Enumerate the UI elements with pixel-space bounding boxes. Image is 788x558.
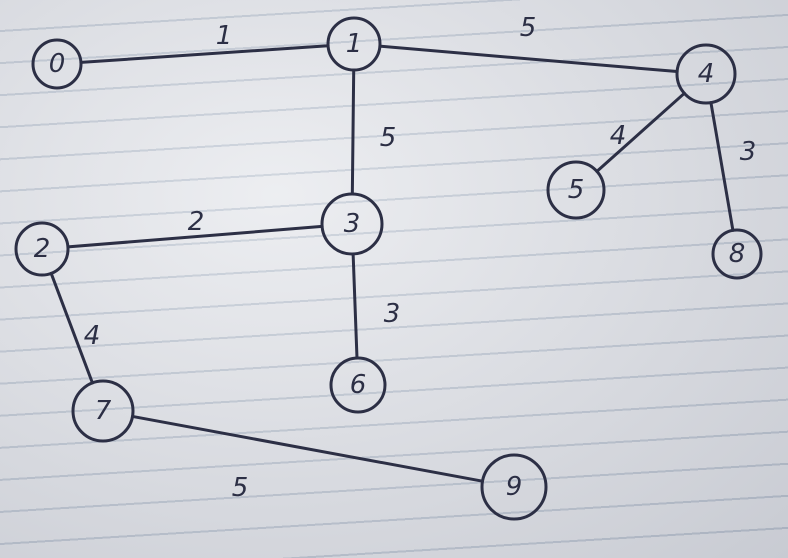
edge-weight-4-5: 4 — [610, 121, 627, 151]
node-5: 5 — [546, 160, 606, 220]
edge-1-3 — [350, 68, 356, 196]
edge-weight-0-1: 1 — [216, 21, 233, 51]
edges-layer — [49, 44, 735, 483]
node-4-label: 4 — [698, 59, 715, 89]
node-9-circle — [480, 453, 548, 521]
node-4: 4 — [675, 43, 737, 105]
edge-weight-2-7: 4 — [84, 321, 101, 351]
node-8: 8 — [711, 228, 763, 280]
edge-weight-1-3: 5 — [380, 123, 397, 153]
edge-weight-4-8: 3 — [740, 137, 757, 167]
edge-weight-3-6: 3 — [384, 299, 401, 329]
node-3-circle — [320, 192, 384, 256]
edge-2-3 — [66, 224, 324, 249]
node-8-label: 8 — [729, 239, 746, 269]
node-7-circle — [71, 379, 135, 443]
node-3: 3 — [320, 192, 384, 256]
edge-7-9 — [130, 414, 485, 483]
node-6-label: 6 — [350, 370, 367, 400]
edge-weight-1-4: 5 — [520, 13, 537, 43]
node-0-circle — [31, 38, 83, 90]
edge-3-6 — [351, 252, 359, 360]
node-8-circle — [711, 228, 763, 280]
node-0: 0 — [31, 38, 83, 90]
edge-2-7 — [49, 271, 94, 385]
node-9: 9 — [480, 453, 548, 521]
node-2-label: 2 — [34, 234, 51, 264]
node-5-label: 5 — [568, 175, 585, 205]
node-9-label: 9 — [506, 472, 523, 502]
node-6: 6 — [329, 356, 387, 414]
edge-weight-2-3: 2 — [188, 207, 205, 237]
node-1-circle — [326, 16, 382, 72]
node-3-label: 3 — [344, 209, 361, 239]
node-0-label: 0 — [49, 49, 66, 79]
edge-4-5 — [595, 91, 686, 173]
edge-1-4 — [378, 44, 679, 74]
node-7: 7 — [71, 379, 135, 443]
node-7-label: 7 — [95, 396, 112, 426]
edge-weight-7-9: 5 — [232, 473, 249, 503]
node-1-label: 1 — [346, 29, 363, 59]
node-6-circle — [329, 356, 387, 414]
edge-0-1 — [79, 44, 330, 64]
node-2: 2 — [14, 221, 70, 277]
node-2-circle — [14, 221, 70, 277]
edge-4-8 — [709, 101, 735, 232]
node-5-circle — [546, 160, 606, 220]
node-1: 1 — [326, 16, 382, 72]
node-4-circle — [675, 43, 737, 105]
